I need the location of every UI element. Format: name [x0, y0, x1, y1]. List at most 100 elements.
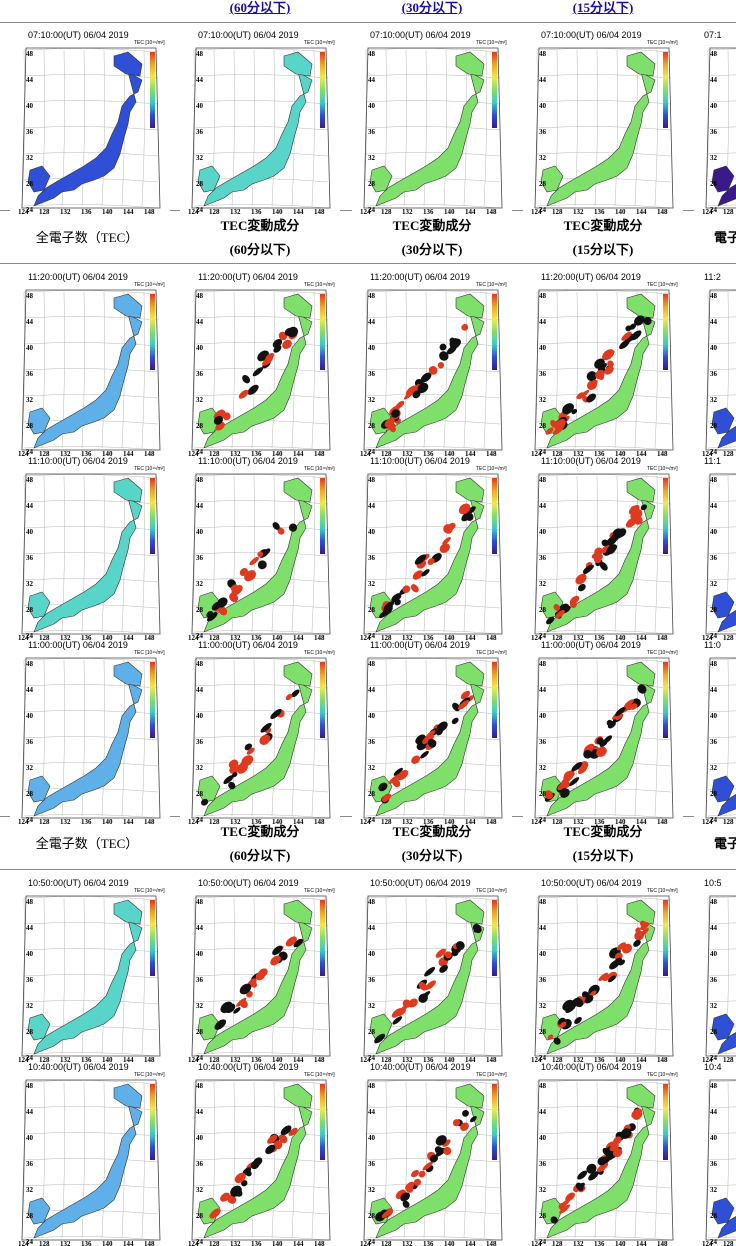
lat-label: 32	[368, 154, 376, 162]
disturbance-blob	[553, 1037, 561, 1045]
lon-label: 124	[18, 450, 29, 456]
lat-label: 28	[196, 1212, 204, 1220]
lat-label: 32	[710, 154, 718, 162]
honshu-region	[546, 681, 656, 817]
top-header-col3[interactable]: (15分以下)	[523, 0, 683, 20]
lon-label: 124	[360, 634, 371, 640]
top-header-link-15[interactable]: (15分以下)	[572, 0, 634, 15]
header-rule	[0, 263, 736, 264]
kyushu-region	[27, 1013, 51, 1041]
lat-label: 32	[539, 1186, 547, 1194]
colorbar-unit: TEC [10¹⁶/m²]	[647, 282, 678, 288]
lat-label: 36	[26, 1160, 34, 1168]
hokkaido-region	[626, 1083, 656, 1109]
colorbar	[150, 294, 155, 370]
disturbance-blob	[544, 790, 554, 800]
disturbance-blob	[552, 424, 565, 435]
colorbar	[150, 52, 155, 128]
lat-label: 40	[710, 528, 718, 536]
lat-label: 24	[26, 816, 34, 824]
disturbance-blob	[257, 551, 264, 558]
disturbance-blob	[252, 367, 264, 377]
lat-label: 24	[539, 1054, 547, 1062]
hokkaido-region	[626, 293, 656, 319]
lat-label: 36	[26, 554, 34, 562]
lat-label: 48	[26, 898, 34, 906]
tec-map-tile: 48 44 40 36 32 28 24 124 128 132 136 140 144 148 11:00…	[352, 640, 512, 824]
tec-map-tile: 48 44 40 36 32 28 24 124 128 132 136 140 144 148 11:10…	[352, 456, 512, 640]
disturbance-blob	[633, 939, 641, 947]
lat-label: 44	[710, 924, 718, 932]
lat-label: 36	[539, 738, 547, 746]
colorbar-unit: TEC [10¹⁶/m²]	[134, 282, 165, 288]
lon-label: 148	[144, 1056, 155, 1062]
colorbar	[492, 1084, 497, 1160]
lon-label: 124	[702, 634, 713, 640]
lat-label: 32	[539, 154, 547, 162]
disturbance-blob	[244, 570, 257, 582]
colorbar-unit: TEC [10¹⁶/m²]	[647, 650, 678, 656]
lat-label: 44	[196, 1108, 204, 1116]
map-timestamp: 10:5	[704, 878, 722, 888]
lat-label: 28	[539, 422, 547, 430]
disturbance-blob	[630, 509, 643, 521]
top-header-link-30[interactable]: (30分以下)	[401, 0, 463, 15]
lat-label: 48	[710, 898, 718, 906]
lat-label: 24	[196, 816, 204, 824]
lat-label: 36	[710, 738, 718, 746]
top-header-link-60[interactable]: (60分以下)	[229, 0, 291, 15]
lat-label: 36	[26, 738, 34, 746]
disturbance-blob	[228, 759, 239, 769]
map-timestamp: 10:40:00(UT) 06/04 2019	[370, 1062, 471, 1072]
lon-label: 128	[723, 634, 734, 640]
lon-label: 132	[402, 208, 413, 214]
lon-label: 144	[293, 1240, 304, 1246]
lon-label: 144	[636, 818, 647, 824]
lat-label: 36	[368, 554, 376, 562]
tec-map-tile: 48 44 40 36 32 28 24 124 128 132 136 140 144 148 11:10…	[10, 456, 170, 640]
map-timestamp: 11:00:00(UT) 06/04 2019	[370, 640, 470, 650]
disturbance-blob	[211, 601, 222, 611]
disturbance-blob	[265, 353, 275, 362]
top-header-col2[interactable]: (30分以下)	[352, 0, 512, 20]
lat-label: 48	[710, 1082, 718, 1090]
lon-label: 124	[18, 208, 29, 214]
disturbance-blob	[439, 543, 450, 553]
map-timestamp: 11:20:00(UT) 06/04 2019	[541, 272, 641, 282]
lat-label: 40	[368, 344, 376, 352]
map-frame	[363, 473, 503, 635]
lat-label: 32	[196, 1002, 204, 1010]
lon-label: 128	[381, 1240, 392, 1246]
disturbance-blob	[391, 594, 400, 603]
honshu-region	[717, 426, 736, 449]
map-frame	[191, 895, 331, 1057]
disturbance-blob	[393, 767, 403, 776]
disturbance-blob	[582, 564, 593, 573]
disturbance-blob	[424, 966, 436, 977]
disturbance-blob	[565, 1003, 577, 1014]
map-frame	[21, 47, 161, 209]
lat-label: 28	[196, 790, 204, 798]
tec-map-tile: 48 44 40 36 32 28 24 124 128 132 136 140 144 148 11:20…	[352, 272, 512, 456]
disturbance-blob	[389, 425, 396, 433]
lat-label: 44	[196, 502, 204, 510]
lon-label: 148	[314, 208, 325, 214]
disturbance-blob	[571, 761, 583, 772]
top-header-col1[interactable]: (60分以下)	[180, 0, 340, 20]
lon-label: 144	[465, 1240, 476, 1246]
hokkaido-region	[283, 51, 313, 77]
honshu-region	[546, 313, 656, 449]
lat-label: 24	[539, 206, 547, 214]
lon-label: 136	[594, 818, 605, 824]
map-frame	[363, 895, 503, 1057]
map-frame	[191, 657, 331, 819]
lat-label: 44	[539, 924, 547, 932]
lon-label: 144	[123, 634, 134, 640]
lat-label: 40	[196, 712, 204, 720]
lat-label: 36	[26, 128, 34, 136]
lat-label: 28	[26, 422, 34, 430]
honshu-region	[717, 1032, 736, 1055]
